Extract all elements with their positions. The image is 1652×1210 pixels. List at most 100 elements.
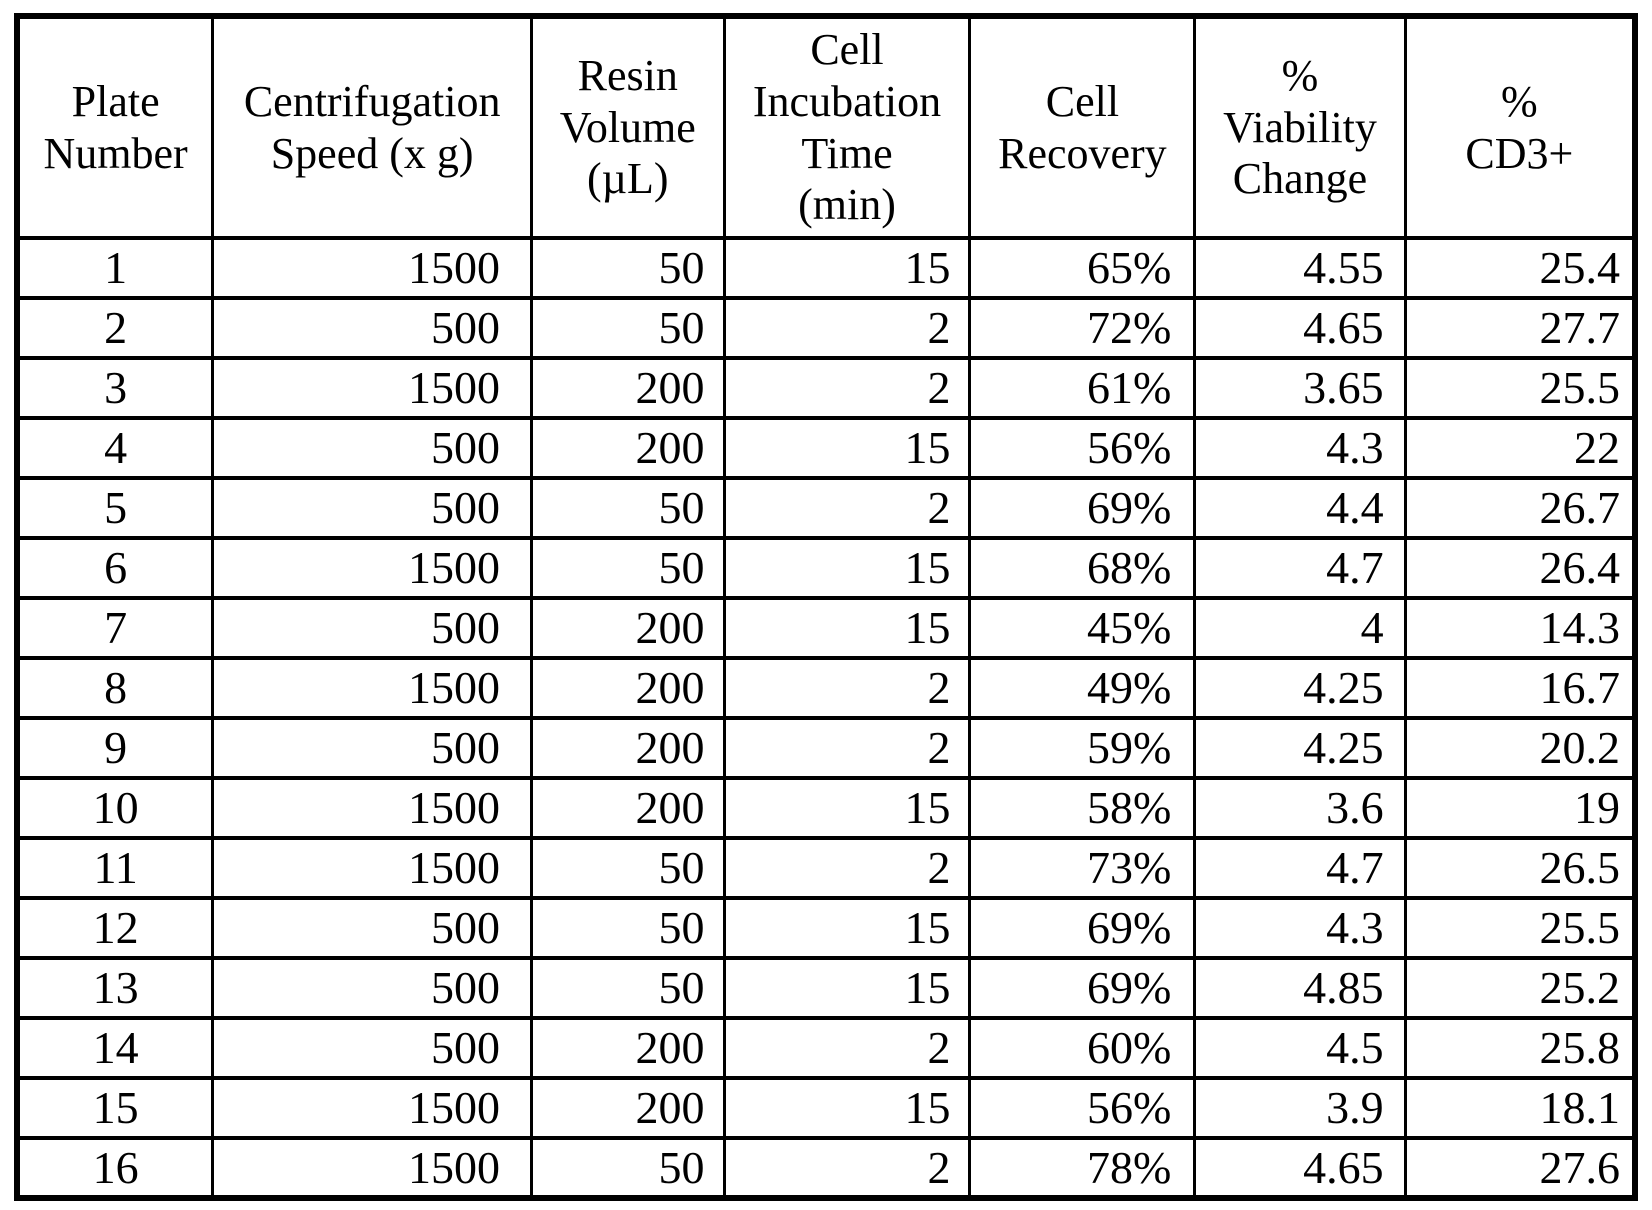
cell-cd3: 22 — [1403, 416, 1637, 480]
cell-plate-number: 15 — [15, 1076, 215, 1140]
table-row: 11 1500 50 2 73% 4.7 26.5 — [15, 836, 1637, 900]
cell-viability-change: 3.65 — [1193, 356, 1407, 420]
table-row: 3 1500 200 2 61% 3.65 25.5 — [15, 356, 1637, 420]
cell-viability-change: 4.7 — [1193, 536, 1407, 600]
cell-plate-number: 7 — [15, 596, 215, 660]
cell-centrifugation-speed: 500 — [211, 956, 533, 1020]
table-row: 4 500 200 15 56% 4.3 22 — [15, 416, 1637, 480]
cell-recovery: 60% — [968, 1016, 1197, 1080]
cell-viability-change: 4.3 — [1193, 896, 1407, 960]
cell-centrifugation-speed: 500 — [211, 896, 533, 960]
cell-incubation-time: 15 — [722, 536, 972, 600]
cell-recovery: 56% — [968, 416, 1197, 480]
cell-resin-volume: 50 — [530, 476, 726, 540]
cell-centrifugation-speed: 500 — [211, 1016, 533, 1080]
cell-cd3: 27.7 — [1403, 296, 1637, 360]
cell-resin-volume: 50 — [530, 236, 726, 300]
cell-recovery: 58% — [968, 776, 1197, 840]
cell-plate-number: 5 — [15, 476, 215, 540]
table-row: 1 1500 50 15 65% 4.55 25.4 — [15, 236, 1637, 300]
cell-resin-volume: 200 — [530, 1076, 726, 1140]
results-table: Plate Number Centrifugation Speed (x g) … — [14, 13, 1638, 1201]
cell-recovery: 72% — [968, 296, 1197, 360]
cell-resin-volume: 50 — [530, 896, 726, 960]
table-row: 16 1500 50 2 78% 4.65 27.6 — [15, 1136, 1637, 1200]
cell-centrifugation-speed: 1500 — [211, 356, 533, 420]
cell-cd3: 25.5 — [1403, 356, 1637, 420]
table-header-row: Plate Number Centrifugation Speed (x g) … — [15, 14, 1637, 240]
cell-centrifugation-speed: 500 — [211, 416, 533, 480]
cell-incubation-time: 15 — [722, 896, 972, 960]
column-header-centrifugation-speed: Centrifugation Speed (x g) — [211, 14, 533, 240]
cell-plate-number: 4 — [15, 416, 215, 480]
table-row: 10 1500 200 15 58% 3.6 19 — [15, 776, 1637, 840]
table-row: 13 500 50 15 69% 4.85 25.2 — [15, 956, 1637, 1020]
cell-centrifugation-speed: 1500 — [211, 776, 533, 840]
cell-resin-volume: 200 — [530, 1016, 726, 1080]
table-row: 2 500 50 2 72% 4.65 27.7 — [15, 296, 1637, 360]
cell-viability-change: 4.5 — [1193, 1016, 1407, 1080]
cell-plate-number: 3 — [15, 356, 215, 420]
cell-viability-change: 3.6 — [1193, 776, 1407, 840]
table-row: 9 500 200 2 59% 4.25 20.2 — [15, 716, 1637, 780]
table-row: 12 500 50 15 69% 4.3 25.5 — [15, 896, 1637, 960]
cell-plate-number: 10 — [15, 776, 215, 840]
cell-resin-volume: 200 — [530, 356, 726, 420]
cell-cd3: 25.5 — [1403, 896, 1637, 960]
cell-cd3: 18.1 — [1403, 1076, 1637, 1140]
table-row: 5 500 50 2 69% 4.4 26.7 — [15, 476, 1637, 540]
cell-incubation-time: 15 — [722, 596, 972, 660]
cell-viability-change: 4.4 — [1193, 476, 1407, 540]
cell-incubation-time: 2 — [722, 476, 972, 540]
table-body: 1 1500 50 15 65% 4.55 25.4 2 500 50 2 72… — [15, 236, 1637, 1200]
cell-resin-volume: 200 — [530, 716, 726, 780]
cell-centrifugation-speed: 1500 — [211, 656, 533, 720]
cell-recovery: 59% — [968, 716, 1197, 780]
cell-viability-change: 4.55 — [1193, 236, 1407, 300]
cell-resin-volume: 50 — [530, 836, 726, 900]
column-header-viability-change: % Viability Change — [1193, 14, 1407, 240]
cell-viability-change: 4.25 — [1193, 716, 1407, 780]
cell-cd3: 26.5 — [1403, 836, 1637, 900]
cell-recovery: 56% — [968, 1076, 1197, 1140]
cell-viability-change: 3.9 — [1193, 1076, 1407, 1140]
table-row: 6 1500 50 15 68% 4.7 26.4 — [15, 536, 1637, 600]
cell-plate-number: 13 — [15, 956, 215, 1020]
cell-incubation-time: 2 — [722, 656, 972, 720]
column-header-cell-recovery: Cell Recovery — [968, 14, 1197, 240]
cell-plate-number: 8 — [15, 656, 215, 720]
cell-centrifugation-speed: 1500 — [211, 536, 533, 600]
cell-plate-number: 9 — [15, 716, 215, 780]
cell-incubation-time: 2 — [722, 836, 972, 900]
cell-incubation-time: 2 — [722, 716, 972, 780]
cell-viability-change: 4.25 — [1193, 656, 1407, 720]
table-row: 7 500 200 15 45% 4 14.3 — [15, 596, 1637, 660]
table-row: 8 1500 200 2 49% 4.25 16.7 — [15, 656, 1637, 720]
cell-recovery: 65% — [968, 236, 1197, 300]
cell-plate-number: 1 — [15, 236, 215, 300]
cell-viability-change: 4.65 — [1193, 1136, 1407, 1200]
column-header-plate-number: Plate Number — [15, 14, 215, 240]
cell-centrifugation-speed: 500 — [211, 296, 533, 360]
cell-incubation-time: 15 — [722, 1076, 972, 1140]
cell-cd3: 19 — [1403, 776, 1637, 840]
cell-recovery: 69% — [968, 956, 1197, 1020]
cell-centrifugation-speed: 1500 — [211, 1076, 533, 1140]
cell-incubation-time: 2 — [722, 1016, 972, 1080]
cell-cd3: 25.4 — [1403, 236, 1637, 300]
cell-cd3: 25.2 — [1403, 956, 1637, 1020]
cell-recovery: 49% — [968, 656, 1197, 720]
cell-resin-volume: 200 — [530, 416, 726, 480]
cell-recovery: 69% — [968, 896, 1197, 960]
cell-plate-number: 14 — [15, 1016, 215, 1080]
cell-centrifugation-speed: 1500 — [211, 236, 533, 300]
table-row: 15 1500 200 15 56% 3.9 18.1 — [15, 1076, 1637, 1140]
cell-plate-number: 12 — [15, 896, 215, 960]
cell-centrifugation-speed: 1500 — [211, 836, 533, 900]
cell-incubation-time: 15 — [722, 236, 972, 300]
cell-incubation-time: 2 — [722, 1136, 972, 1200]
cell-cd3: 16.7 — [1403, 656, 1637, 720]
cell-plate-number: 16 — [15, 1136, 215, 1200]
cell-cd3: 26.7 — [1403, 476, 1637, 540]
cell-incubation-time: 2 — [722, 296, 972, 360]
